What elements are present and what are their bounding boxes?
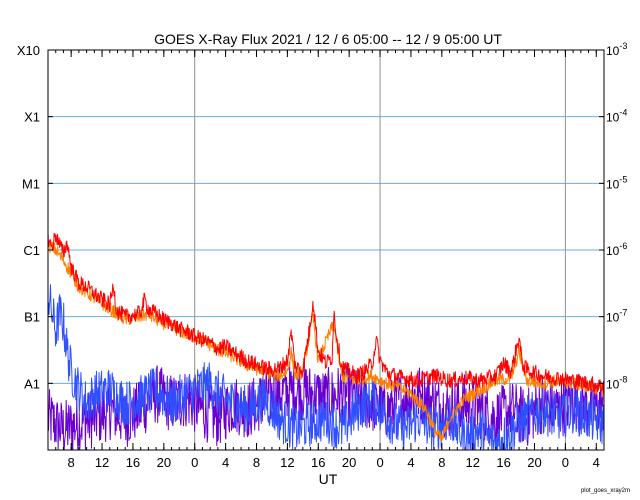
right-tick-exponent: -5	[619, 174, 627, 184]
x-tick-label: 8	[253, 455, 260, 470]
left-tick-label: A1	[24, 376, 40, 391]
right-tick-label: 10-3	[606, 41, 627, 58]
x-tick-label: 16	[126, 455, 140, 470]
right-tick-base: 10	[606, 44, 620, 58]
series-line-long_a	[47, 232, 605, 394]
x-tick-label: 0	[376, 455, 383, 470]
x-tick-label: 4	[407, 455, 414, 470]
right-tick-exponent: -7	[619, 308, 627, 318]
right-tick-base: 10	[606, 111, 620, 125]
right-tick-base: 10	[606, 244, 620, 258]
right-tick-label: 10-8	[606, 374, 627, 391]
right-tick-exponent: -8	[619, 374, 627, 384]
x-tick-label: 20	[527, 455, 541, 470]
chart-title: GOES X-Ray Flux 2021 / 12 / 6 05:00 -- 1…	[154, 31, 502, 47]
x-tick-label: 4	[593, 455, 600, 470]
left-tick-label: M1	[22, 176, 40, 191]
x-tick-label: 12	[280, 455, 294, 470]
right-tick-label: 10-5	[606, 174, 627, 191]
right-tick-label: 10-7	[606, 308, 627, 325]
left-tick-label: X1	[24, 110, 40, 125]
x-tick-label: 20	[157, 455, 171, 470]
series-line-short_a	[47, 284, 605, 451]
left-tick-label: X10	[17, 43, 40, 58]
right-tick-exponent: -3	[619, 41, 627, 51]
x-tick-label: 16	[496, 455, 510, 470]
right-tick-label: 10-6	[606, 241, 627, 258]
x-tick-label: 4	[222, 455, 229, 470]
x-tick-label: 12	[95, 455, 109, 470]
right-tick-base: 10	[606, 311, 620, 325]
series-line-long_b	[47, 239, 605, 442]
x-tick-label: 8	[438, 455, 445, 470]
x-tick-label: 0	[562, 455, 569, 470]
x-axis-label: UT	[319, 471, 338, 487]
right-tick-exponent: -4	[619, 108, 627, 118]
x-tick-label: 8	[68, 455, 75, 470]
right-tick-base: 10	[606, 177, 620, 191]
right-tick-base: 10	[606, 377, 620, 391]
footer-label: plot_goes_xray2m	[581, 488, 630, 494]
right-tick-label: 10-4	[606, 108, 627, 125]
x-tick-label: 12	[465, 455, 479, 470]
series-layer	[47, 232, 605, 451]
x-tick-label: 0	[191, 455, 198, 470]
left-tick-label: C1	[23, 243, 40, 258]
x-tick-label: 16	[311, 455, 325, 470]
right-tick-exponent: -6	[619, 241, 627, 251]
left-tick-label: B1	[24, 310, 40, 325]
x-tick-label: 20	[342, 455, 356, 470]
